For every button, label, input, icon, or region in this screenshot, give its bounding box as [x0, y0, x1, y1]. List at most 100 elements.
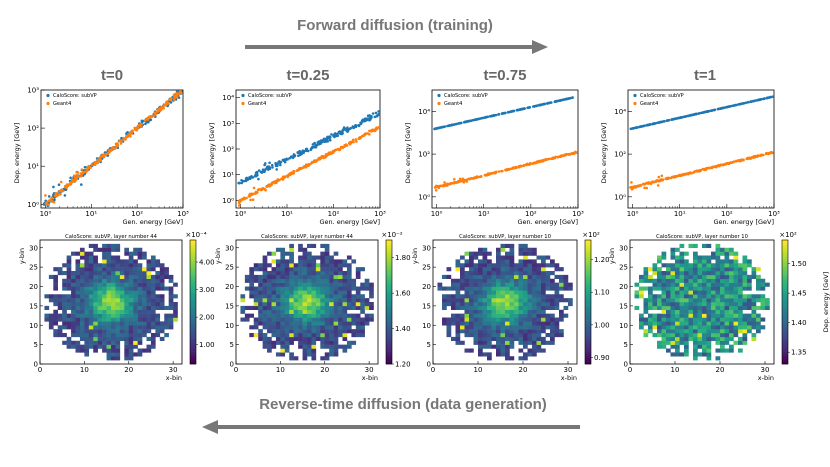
- colorbar-segment: [782, 318, 788, 321]
- calo-point: [311, 143, 315, 146]
- heatmap-cell: [137, 267, 143, 272]
- heatmap-cell: [559, 317, 564, 322]
- heatmap-cell: [62, 286, 67, 291]
- heatmap-cell: [93, 309, 98, 314]
- heatmap-cell: [315, 325, 321, 330]
- y-tick-label: 10: [422, 322, 431, 330]
- heatmap-cell: [168, 278, 174, 283]
- calo-point: [368, 118, 372, 121]
- heatmap-cell: [505, 259, 510, 264]
- geant-point: [292, 172, 295, 175]
- heatmap-cell: [496, 271, 501, 276]
- geant-point: [143, 119, 147, 122]
- heatmap-cell: [518, 329, 524, 334]
- colorbar-segment: [585, 316, 591, 319]
- heatmap-cell: [666, 329, 671, 334]
- geant-point: [116, 143, 120, 147]
- heatmap-cell: [711, 333, 716, 338]
- y-tick-label: 5: [427, 341, 431, 349]
- geant-point: [368, 129, 371, 133]
- heatmap-cell: [652, 263, 658, 268]
- heatmap-cell: [765, 298, 770, 303]
- calo-point: [658, 120, 662, 124]
- colorbar-segment: [782, 343, 788, 346]
- heatmap-cell: [142, 317, 147, 322]
- heatmap-cell: [527, 271, 533, 276]
- heatmap-cell: [329, 294, 334, 299]
- heatmap-cell: [320, 340, 325, 345]
- heatmap-cell: [702, 255, 707, 260]
- heatmap-cell: [675, 278, 680, 283]
- heatmap-cell: [715, 271, 721, 276]
- heatmap-cell: [487, 274, 492, 280]
- heatmap-cell: [639, 313, 644, 318]
- heatmap-cell: [464, 333, 470, 338]
- heatmap-cell: [106, 317, 112, 322]
- heatmap-cell: [496, 255, 501, 260]
- heatmap-cell: [342, 333, 348, 338]
- heatmap-cell: [320, 282, 325, 287]
- heatmap-cell: [482, 247, 488, 252]
- heatmap-cell: [460, 298, 465, 303]
- heatmap-cell: [706, 290, 712, 295]
- heatmap-cell: [249, 313, 254, 318]
- heatmap-cell: [93, 263, 98, 268]
- geant-point: [62, 189, 65, 193]
- heatmap-cell: [666, 282, 671, 287]
- heatmap-cell: [482, 302, 488, 307]
- heatmap-cell: [79, 298, 85, 303]
- heatmap-cell: [267, 263, 272, 268]
- heatmap-cell: [155, 305, 161, 311]
- colorbar-segment: [782, 322, 788, 326]
- heatmap-cell: [756, 325, 761, 330]
- heatmap-cell: [62, 313, 67, 318]
- heatmap-cell: [298, 302, 303, 307]
- heatmap-cell: [298, 278, 303, 283]
- heatmap-cell: [88, 298, 94, 303]
- heatmap-cell: [643, 305, 649, 311]
- heatmap-cell: [523, 302, 528, 307]
- heatmap-cell: [289, 271, 294, 276]
- calo-point: [747, 100, 750, 104]
- colorbar-segment: [782, 330, 788, 334]
- heatmap-cell: [253, 267, 259, 272]
- heatmap-cell: [115, 267, 121, 272]
- heatmap-cell: [541, 259, 546, 264]
- heatmap-cell: [150, 282, 156, 287]
- heatmap-cell: [478, 251, 483, 256]
- heatmap-cell: [240, 298, 246, 303]
- heatmap-cell: [333, 352, 339, 357]
- heatmap-cell: [88, 302, 94, 307]
- heatmap-cell: [559, 313, 564, 318]
- heatmap-cell: [137, 305, 143, 311]
- heatmap-cell: [128, 302, 134, 307]
- heatmap-cell: [93, 278, 98, 283]
- heatmap-cell: [253, 321, 259, 326]
- geant-point: [146, 117, 150, 121]
- geant-point: [643, 186, 646, 190]
- heatmap-cell: [351, 305, 357, 311]
- heatmap-cell: [329, 267, 334, 272]
- colorbar-segment: [386, 314, 392, 317]
- heatmap-cell: [720, 321, 725, 326]
- colorbar-tick-label: 1.50: [791, 260, 807, 268]
- heatmap-cell: [324, 317, 330, 322]
- heatmap-cell: [338, 282, 343, 287]
- heatmap-cell: [469, 263, 474, 268]
- heatmap-cell: [168, 321, 174, 326]
- heatmap-cell: [302, 251, 308, 256]
- heatmap-cell: [249, 294, 254, 299]
- heatmap-cell: [155, 271, 161, 276]
- heatmap-cell: [293, 317, 299, 322]
- heatmap-cell: [554, 282, 560, 287]
- heatmap-cell: [342, 348, 348, 353]
- heatmap-cell: [469, 267, 474, 272]
- heatmap-cell: [478, 286, 483, 291]
- heatmap-cell: [333, 348, 339, 353]
- heatmap-cell: [115, 356, 121, 361]
- heatmap-cell: [324, 290, 330, 295]
- heatmap-cell: [66, 271, 72, 276]
- heatmap-cell: [500, 274, 506, 280]
- heatmap-cell: [271, 290, 277, 295]
